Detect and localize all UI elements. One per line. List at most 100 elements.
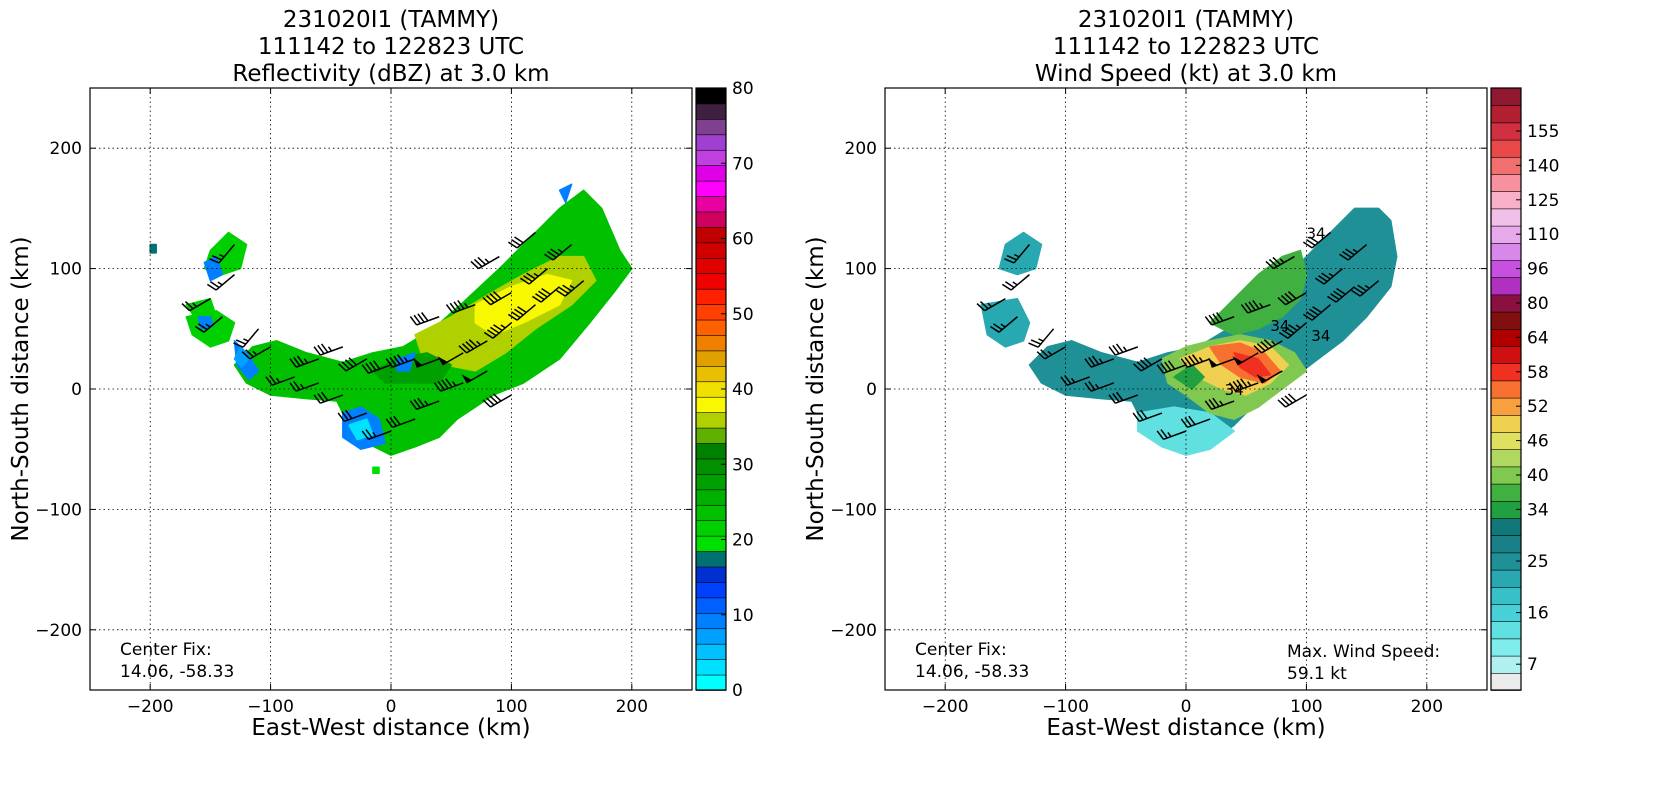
field-region: [372, 466, 380, 475]
colorbar-tick-label: 7: [1527, 655, 1538, 675]
wind-barb: [181, 298, 211, 312]
chart-title-line: 111142 to 122823 UTC: [1053, 34, 1319, 60]
wind-barb-full: [1252, 300, 1260, 310]
wind-barb-full: [235, 339, 247, 345]
wind-barb-full: [413, 314, 421, 325]
colorbar-segment: [695, 350, 727, 367]
colorbar-tick-label: 125: [1527, 191, 1559, 211]
x-axis-label: East-West distance (km): [1046, 715, 1325, 741]
wind-barb: [409, 397, 440, 410]
field-region: [149, 243, 157, 254]
wind-barb: [556, 280, 585, 297]
colorbar-tick-label: 50: [732, 305, 754, 325]
wind-barb-shaft: [215, 274, 235, 291]
wind-barb: [1001, 274, 1030, 291]
colorbar-tick-label: 64: [1527, 328, 1549, 348]
wind-barb-full: [556, 289, 566, 297]
wind-barb-full: [348, 357, 358, 366]
wind-barb-full: [1330, 293, 1340, 301]
wind-barb-full: [449, 302, 458, 313]
wind-barb: [265, 374, 295, 386]
wind-barb-full: [523, 275, 533, 283]
wind-barb-full: [1277, 296, 1287, 306]
colorbar-tick-label: 30: [732, 455, 754, 475]
wind-barb-half: [569, 284, 575, 289]
colorbar-segment: [695, 458, 727, 475]
colorbar: 7 16 25 34 40 46 52 58 64 80 96 110 125 140 155: [1490, 87, 1559, 691]
center-fix-value: 14.06, -58.33: [915, 662, 1029, 682]
wind-barb: [361, 429, 392, 441]
wind-barb-half: [1219, 400, 1224, 406]
wind-barb-half: [1295, 324, 1301, 329]
wind-barb: [1036, 346, 1066, 360]
wind-barb-full: [1236, 379, 1244, 389]
colorbar-segment: [695, 195, 727, 213]
wind-barb-full: [393, 415, 401, 426]
wind-barb-full: [992, 323, 1003, 331]
wind-barb-full: [532, 295, 542, 303]
wind-barb: [1278, 322, 1307, 339]
center-fix-label: Center Fix:: [915, 640, 1007, 660]
wind-barb-half: [476, 340, 481, 346]
wind-barb: [470, 255, 500, 270]
wind-barb-full: [482, 296, 492, 306]
wind-barb: [1232, 352, 1259, 366]
colorbar-segment: [695, 242, 727, 259]
x-tick-label: 200: [616, 697, 648, 717]
wind-barb-half: [557, 248, 563, 253]
wind-barb: [1180, 354, 1211, 368]
wind-barb-full: [389, 417, 397, 427]
wind-barb-full: [1253, 345, 1263, 354]
wind-barb-full: [1309, 308, 1319, 316]
wind-barb-full: [197, 323, 208, 331]
colorbar-segment: [1490, 638, 1522, 657]
wind-barb-full: [1191, 354, 1200, 364]
wind-barb-flag: [413, 357, 423, 368]
x-tick-label: 0: [1181, 697, 1192, 717]
colorbar-segment: [1490, 242, 1522, 261]
wind-barb: [461, 370, 488, 384]
wind-barb: [194, 316, 223, 333]
wind-barb-full: [457, 300, 465, 310]
y-tick-label: 100: [50, 260, 82, 280]
wind-barb-shaft: [984, 298, 1006, 312]
field-layer: [980, 207, 1398, 456]
wind-barb: [1339, 243, 1368, 261]
wind-barb-full: [1030, 339, 1042, 345]
colorbar-frame: [1490, 87, 1522, 691]
colorbar-segment: [695, 303, 727, 321]
wind-barb: [1277, 290, 1307, 306]
wind-barb: [241, 346, 271, 360]
y-tick-label: −200: [35, 621, 82, 641]
chart-title-line: 231020I1 (TAMMY): [283, 7, 499, 33]
wind-barb-full: [1208, 314, 1216, 325]
chart-title-line: 231020I1 (TAMMY): [1078, 7, 1294, 33]
wind-barb: [1132, 409, 1163, 422]
wind-barb-half: [327, 346, 333, 352]
wind-barb-full: [470, 260, 480, 270]
colorbar-tick-label: 40: [732, 380, 754, 400]
wind-barb-shaft: [1311, 304, 1331, 321]
wind-barb-half: [1271, 340, 1276, 346]
wind-barbs: [976, 231, 1380, 441]
colorbar-segment: [695, 489, 727, 506]
wind-barb-full: [507, 313, 518, 321]
colorbar-segment: [695, 597, 727, 614]
wind-barb-full: [341, 411, 349, 421]
colorbar-segment: [695, 87, 727, 105]
wind-barb-full: [458, 345, 468, 354]
wind-barb-full: [485, 397, 495, 406]
colorbar-segment: [695, 272, 727, 290]
wind-barb-full: [269, 374, 277, 385]
colorbar-segment: [695, 164, 727, 182]
wind-barb-half: [1328, 272, 1334, 277]
wind-barb: [313, 391, 344, 404]
colorbar-segment: [695, 519, 727, 537]
colorbar-segment: [1490, 448, 1522, 468]
x-axis-label: East-West distance (km): [251, 715, 530, 741]
colorbar-segment: [695, 473, 727, 491]
wind-barb: [507, 304, 536, 321]
wind-barb-full: [483, 331, 494, 339]
colorbar-segment: [695, 627, 727, 645]
